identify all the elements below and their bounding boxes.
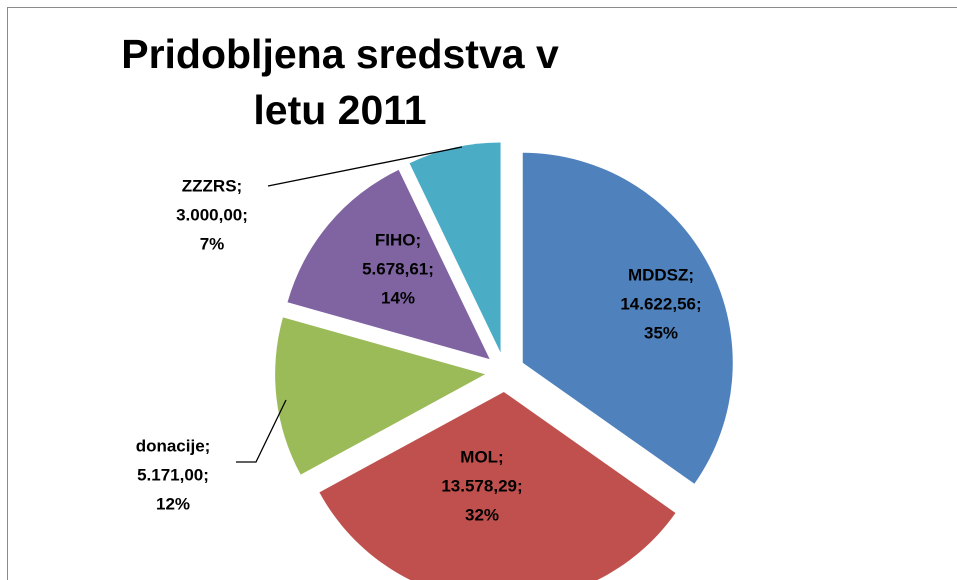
slice-label-percent: 32% [465, 505, 499, 524]
slice-label-percent: 35% [644, 323, 678, 342]
slice-label-value: 3.000,00; [176, 205, 248, 224]
chart-title: Pridobljena sredstva v letu 2011 [121, 31, 559, 133]
slice-label-name: ZZZRS; [182, 176, 242, 195]
slice-label-name: MOL; [460, 447, 503, 466]
chart-border [7, 7, 957, 580]
slice-label-name: MDDSZ; [628, 265, 694, 284]
pie-slice [287, 169, 490, 360]
slice-label-value: 13.578,29; [441, 476, 522, 495]
slice-label-value: 5.171,00; [137, 465, 209, 484]
leader-line [267, 146, 463, 187]
slice-label-name: donacije; [136, 436, 211, 455]
slice-label-name: FIHO; [375, 230, 421, 249]
slice-label-percent: 14% [381, 288, 415, 307]
slice-label-percent: 12% [156, 494, 190, 513]
slice-label-value: 5.678,61; [362, 259, 434, 278]
slice-label-value: 14.622,56; [620, 294, 701, 313]
leader-line [236, 399, 287, 463]
slice-label-percent: 7% [200, 234, 225, 253]
pie-slice [319, 391, 676, 580]
pie-slice [275, 317, 486, 475]
pie-slice [409, 142, 501, 353]
pie-slice [522, 152, 733, 484]
